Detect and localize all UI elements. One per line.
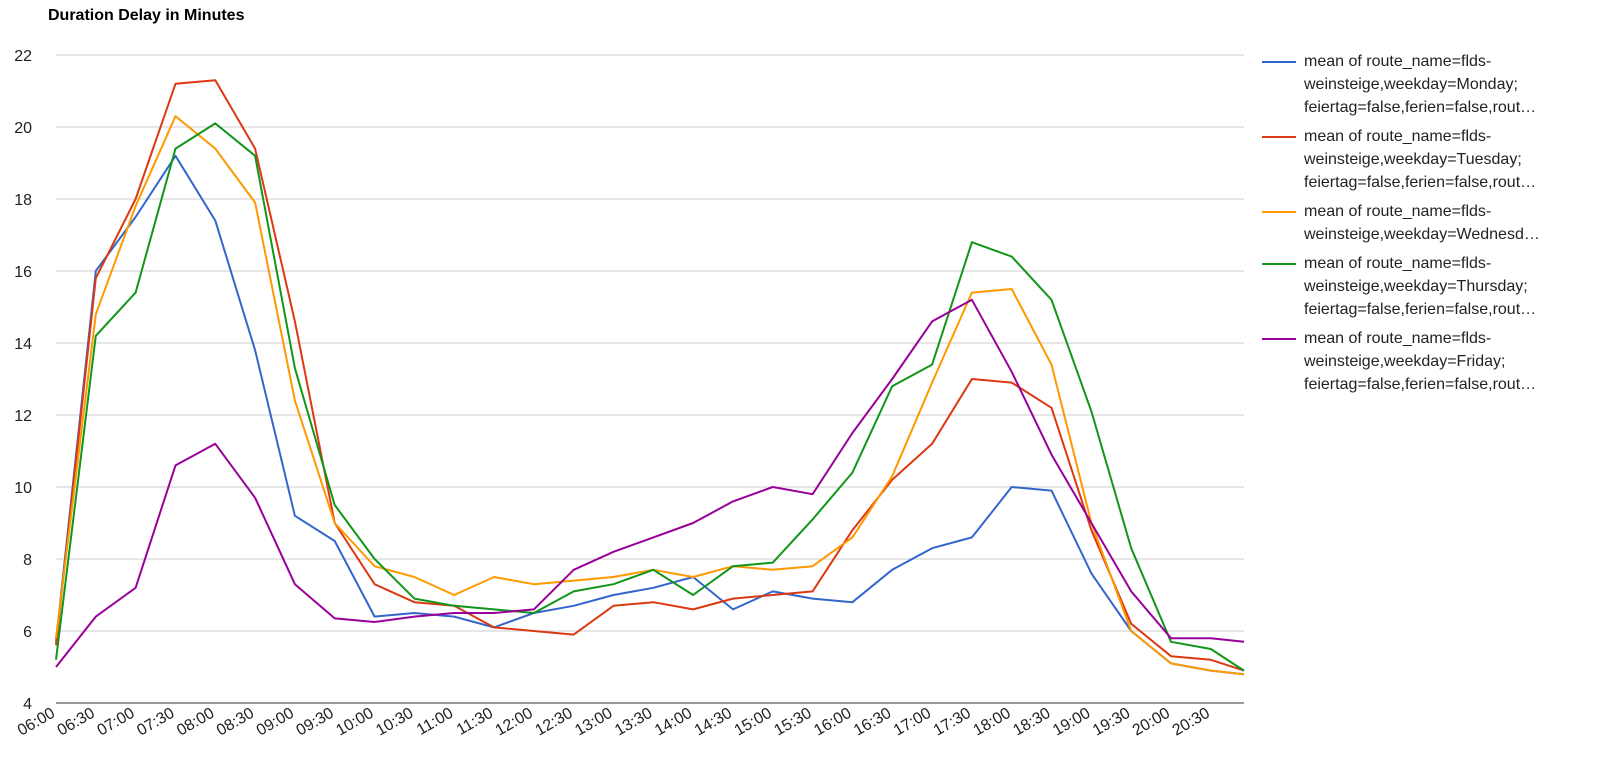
legend-label: mean of route_name=flds- [1304,330,1492,347]
x-tick-label: 16:00 [811,705,854,740]
y-tick-label: 8 [23,552,32,569]
x-axis-ticks: 06:0006:3007:0007:3008:0008:3009:0009:30… [15,705,1213,740]
legend-label: weinsteige,weekday=Tuesday; [1304,151,1522,168]
legend-item[interactable]: mean of route_name=flds-weinsteige,weekd… [1262,125,1602,194]
series-line-4 [55,122,1245,672]
x-tick-label: 20:00 [1130,705,1173,740]
x-tick-label: 12:30 [532,705,575,740]
legend-label: feiertag=false,ferien=false,rout… [1304,376,1537,393]
x-tick-label: 12:00 [493,705,536,740]
y-tick-label: 14 [14,336,32,353]
y-tick-label: 22 [14,48,32,65]
legend-swatch [1262,211,1296,213]
chart-title: Duration Delay in Minutes [48,7,245,24]
x-tick-label: 19:30 [1090,705,1133,740]
legend-item[interactable]: mean of route_name=flds-weinsteige,weekd… [1262,252,1602,321]
y-tick-label: 6 [23,624,32,641]
legend-label: weinsteige,weekday=Friday; [1304,353,1506,370]
y-tick-label: 20 [14,120,32,137]
legend-label: weinsteige,weekday=Wednesd… [1304,226,1540,243]
x-tick-label: 11:30 [454,705,496,739]
x-tick-label: 13:00 [572,705,615,740]
x-tick-label: 15:30 [771,705,814,740]
chart-legend: mean of route_name=flds-weinsteige,weekd… [1262,50,1602,402]
legend-label: feiertag=false,ferien=false,rout… [1304,301,1537,318]
x-tick-label: 18:30 [1010,705,1053,740]
x-tick-label: 09:00 [254,705,297,740]
legend-swatch [1262,136,1296,138]
legend-label: mean of route_name=flds- [1304,53,1492,70]
x-tick-label: 06:30 [55,705,98,740]
legend-item[interactable]: mean of route_name=flds-weinsteige,weekd… [1262,327,1602,396]
x-tick-label: 13:30 [612,705,655,740]
legend-label: mean of route_name=flds- [1304,203,1492,220]
x-tick-label: 08:00 [174,705,217,740]
x-tick-label: 06:00 [15,705,58,740]
legend-label: weinsteige,weekday=Thursday; [1304,278,1528,295]
y-tick-label: 16 [14,264,32,281]
series-line-5 [55,298,1245,668]
y-tick-label: 10 [14,480,32,497]
series-line-2 [55,79,1245,672]
x-tick-label: 14:30 [692,705,735,740]
x-tick-label: 20:30 [1170,705,1213,740]
series-line-1 [55,154,1245,676]
legend-label: feiertag=false,ferien=false,rout… [1304,174,1537,191]
x-tick-label: 17:00 [891,705,934,740]
legend-label: weinsteige,weekday=Monday; [1304,76,1518,93]
legend-label: mean of route_name=flds- [1304,255,1492,272]
x-tick-label: 10:30 [373,705,416,740]
x-tick-label: 09:30 [294,705,337,740]
x-tick-label: 07:30 [134,705,177,740]
x-tick-label: 10:00 [333,705,376,740]
x-tick-label: 19:00 [1050,705,1093,740]
x-tick-label: 16:30 [851,705,894,740]
y-tick-label: 18 [14,192,32,209]
x-tick-label: 14:00 [652,705,695,740]
y-tick-label: 12 [14,408,32,425]
y-axis-ticks: 4 6 8 10 12 14 16 18 20 22 [14,48,32,713]
x-tick-label: 11:00 [414,705,456,739]
legend-swatch [1262,263,1296,265]
legend-item[interactable]: mean of route_name=flds-weinsteige,weekd… [1262,50,1602,119]
x-tick-label: 08:30 [214,705,257,740]
x-tick-label: 18:00 [971,705,1014,740]
x-tick-label: 07:00 [94,705,137,740]
series-line-3 [55,115,1245,676]
gridlines [56,54,1244,704]
legend-label: feiertag=false,ferien=false,rout… [1304,99,1537,116]
legend-item[interactable]: mean of route_name=flds-weinsteige,weekd… [1262,200,1602,246]
x-tick-label: 17:30 [931,705,974,740]
series-lines [55,79,1245,676]
legend-swatch [1262,338,1296,340]
legend-label: mean of route_name=flds- [1304,128,1492,145]
x-tick-label: 15:00 [732,705,775,740]
y-tick-label: 4 [23,696,32,713]
legend-swatch [1262,61,1296,63]
